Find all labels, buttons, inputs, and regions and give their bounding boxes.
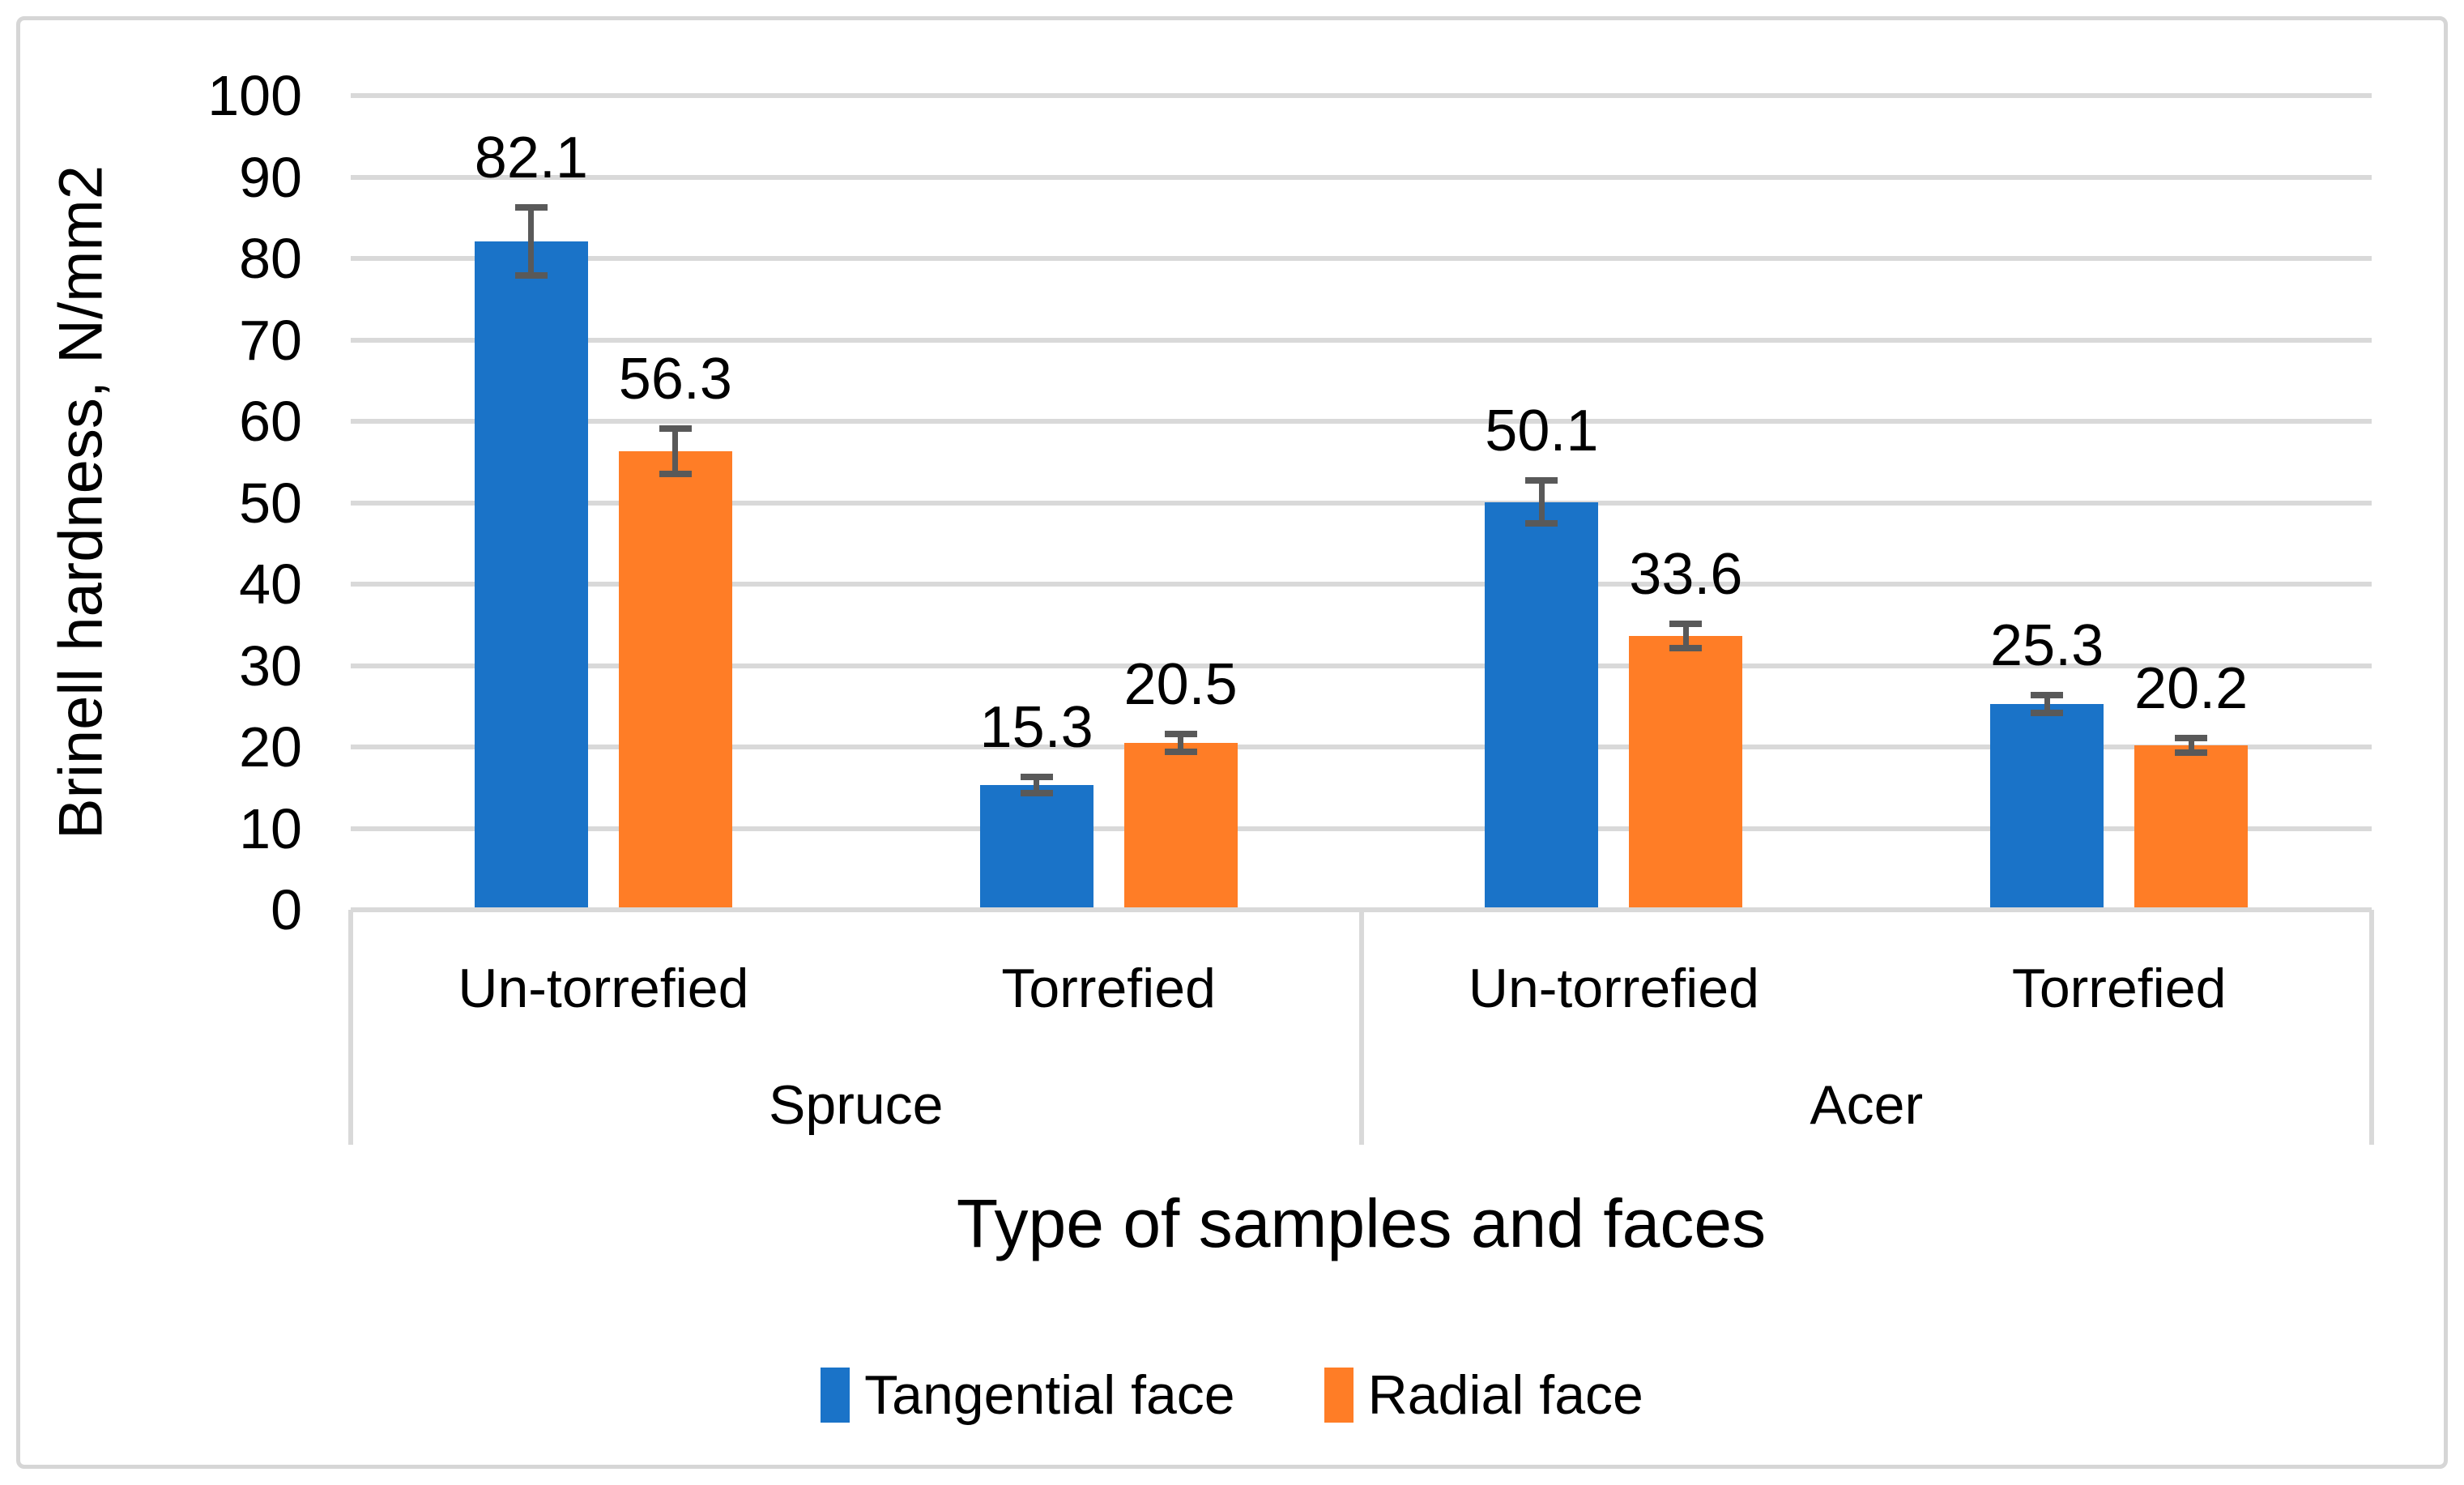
y-tick-60: 60 bbox=[239, 390, 302, 453]
gridline-100 bbox=[351, 93, 2372, 98]
data-label-radial-face-acer-un-torrefied: 33.6 bbox=[1629, 542, 1743, 608]
bar-tangential-face-acer-torrefied bbox=[1990, 703, 2104, 910]
bar-radial-face-acer-torrefied bbox=[2134, 745, 2249, 910]
error-bar-cap-bottom bbox=[2175, 749, 2208, 757]
error-bar-tangential-face-spruce-torrefied bbox=[1034, 777, 1040, 794]
error-bar-cap-bottom bbox=[1525, 519, 1558, 527]
gridline-20 bbox=[351, 745, 2372, 749]
y-tick-50: 50 bbox=[239, 471, 302, 535]
bar-radial-face-spruce-un-torrefied bbox=[618, 451, 732, 910]
error-bar-cap-bottom bbox=[659, 471, 692, 478]
legend-item-tangential-face: Tangential face bbox=[821, 1363, 1235, 1427]
gridline-60 bbox=[351, 419, 2372, 424]
legend-label-tangential-face: Tangential face bbox=[864, 1364, 1235, 1426]
data-label-tangential-face-acer-torrefied: 25.3 bbox=[1990, 612, 2104, 678]
error-bar-cap-bottom bbox=[1669, 645, 1703, 652]
gridline-70 bbox=[351, 337, 2372, 343]
error-bar-cap-top bbox=[659, 425, 692, 433]
y-tick-80: 80 bbox=[239, 227, 302, 290]
error-bar-cap-top bbox=[1020, 774, 1053, 781]
error-bar-cap-bottom bbox=[2031, 709, 2064, 716]
y-tick-0: 0 bbox=[271, 878, 302, 941]
y-axis-title: Brinell hardness, N/mm2 bbox=[46, 164, 116, 840]
error-bar-cap-bottom bbox=[1020, 790, 1053, 797]
bar-tangential-face-spruce-un-torrefied bbox=[474, 241, 588, 910]
error-bar-radial-face-spruce-un-torrefied bbox=[672, 429, 679, 475]
error-bar-tangential-face-acer-torrefied bbox=[2044, 694, 2050, 713]
legend-label-radial-face: Radial face bbox=[1367, 1364, 1643, 1426]
error-bar-cap-bottom bbox=[514, 272, 548, 280]
bar-radial-face-spruce-torrefied bbox=[1123, 742, 1238, 910]
gridline-80 bbox=[351, 256, 2372, 261]
data-label-tangential-face-spruce-un-torrefied: 82.1 bbox=[474, 125, 588, 190]
data-label-radial-face-spruce-torrefied: 20.5 bbox=[1123, 651, 1238, 717]
error-bar-cap-top bbox=[1525, 477, 1558, 484]
data-label-radial-face-spruce-un-torrefied: 56.3 bbox=[618, 347, 732, 412]
x-label-spruce-torrefied-1: Torrefied bbox=[1001, 958, 1216, 1019]
x-label-acer-un-torrefied-2: Un-torrefied bbox=[1468, 958, 1759, 1019]
error-bar-tangential-face-spruce-un-torrefied bbox=[528, 207, 535, 276]
x-label-spruce-un-torrefied-0: Un-torrefied bbox=[458, 958, 749, 1019]
gridline-90 bbox=[351, 174, 2372, 180]
y-tick-40: 40 bbox=[239, 553, 302, 616]
y-tick-20: 20 bbox=[239, 715, 302, 779]
y-tick-10: 10 bbox=[239, 796, 302, 860]
error-bar-radial-face-spruce-torrefied bbox=[1178, 733, 1184, 753]
legend-marker-icon bbox=[821, 1368, 850, 1423]
legend-item-radial-face: Radial face bbox=[1324, 1363, 1643, 1427]
gridline-50 bbox=[351, 500, 2372, 506]
plot-area: 82.1 15.3 50.1 25.3 56.3 20.5 33.6 20.2 bbox=[351, 93, 2372, 910]
gridline-10 bbox=[351, 826, 2372, 831]
legend: Tangential face Radial face bbox=[0, 1355, 2464, 1436]
gridline-40 bbox=[351, 582, 2372, 587]
category-band-separator-1 bbox=[1358, 910, 1364, 1145]
error-bar-cap-top bbox=[1669, 621, 1703, 628]
group-label-acer: Acer bbox=[1810, 1074, 1924, 1136]
bar-radial-face-acer-un-torrefied bbox=[1629, 636, 1743, 910]
data-label-radial-face-acer-torrefied: 20.2 bbox=[2134, 655, 2249, 721]
bar-tangential-face-spruce-torrefied bbox=[979, 785, 1093, 910]
error-bar-cap-top bbox=[1164, 730, 1197, 737]
x-axis-title: Type of samples and faces bbox=[956, 1185, 1767, 1261]
y-tick-30: 30 bbox=[239, 634, 302, 698]
category-band-separator-2 bbox=[2369, 910, 2374, 1145]
error-bar-cap-top bbox=[2175, 734, 2208, 741]
gridline-30 bbox=[351, 663, 2372, 668]
error-bar-cap-top bbox=[514, 203, 548, 211]
data-label-tangential-face-acer-un-torrefied: 50.1 bbox=[1485, 399, 1599, 464]
group-label-spruce: Spruce bbox=[769, 1074, 944, 1136]
error-bar-cap-bottom bbox=[1164, 749, 1197, 756]
error-bar-radial-face-acer-un-torrefied bbox=[1682, 624, 1689, 649]
bar-tangential-face-acer-un-torrefied bbox=[1485, 501, 1599, 910]
y-tick-90: 90 bbox=[239, 145, 302, 209]
y-tick-100: 100 bbox=[207, 64, 302, 127]
data-label-tangential-face-spruce-torrefied: 15.3 bbox=[979, 695, 1093, 761]
legend-marker-icon bbox=[1324, 1368, 1353, 1423]
error-bar-radial-face-acer-torrefied bbox=[2188, 737, 2194, 753]
error-bar-cap-top bbox=[2031, 691, 2064, 698]
error-bar-tangential-face-acer-un-torrefied bbox=[1538, 480, 1545, 523]
x-label-acer-torrefied-3: Torrefied bbox=[2011, 958, 2227, 1019]
y-tick-70: 70 bbox=[239, 308, 302, 372]
category-band-separator-0 bbox=[348, 910, 353, 1145]
